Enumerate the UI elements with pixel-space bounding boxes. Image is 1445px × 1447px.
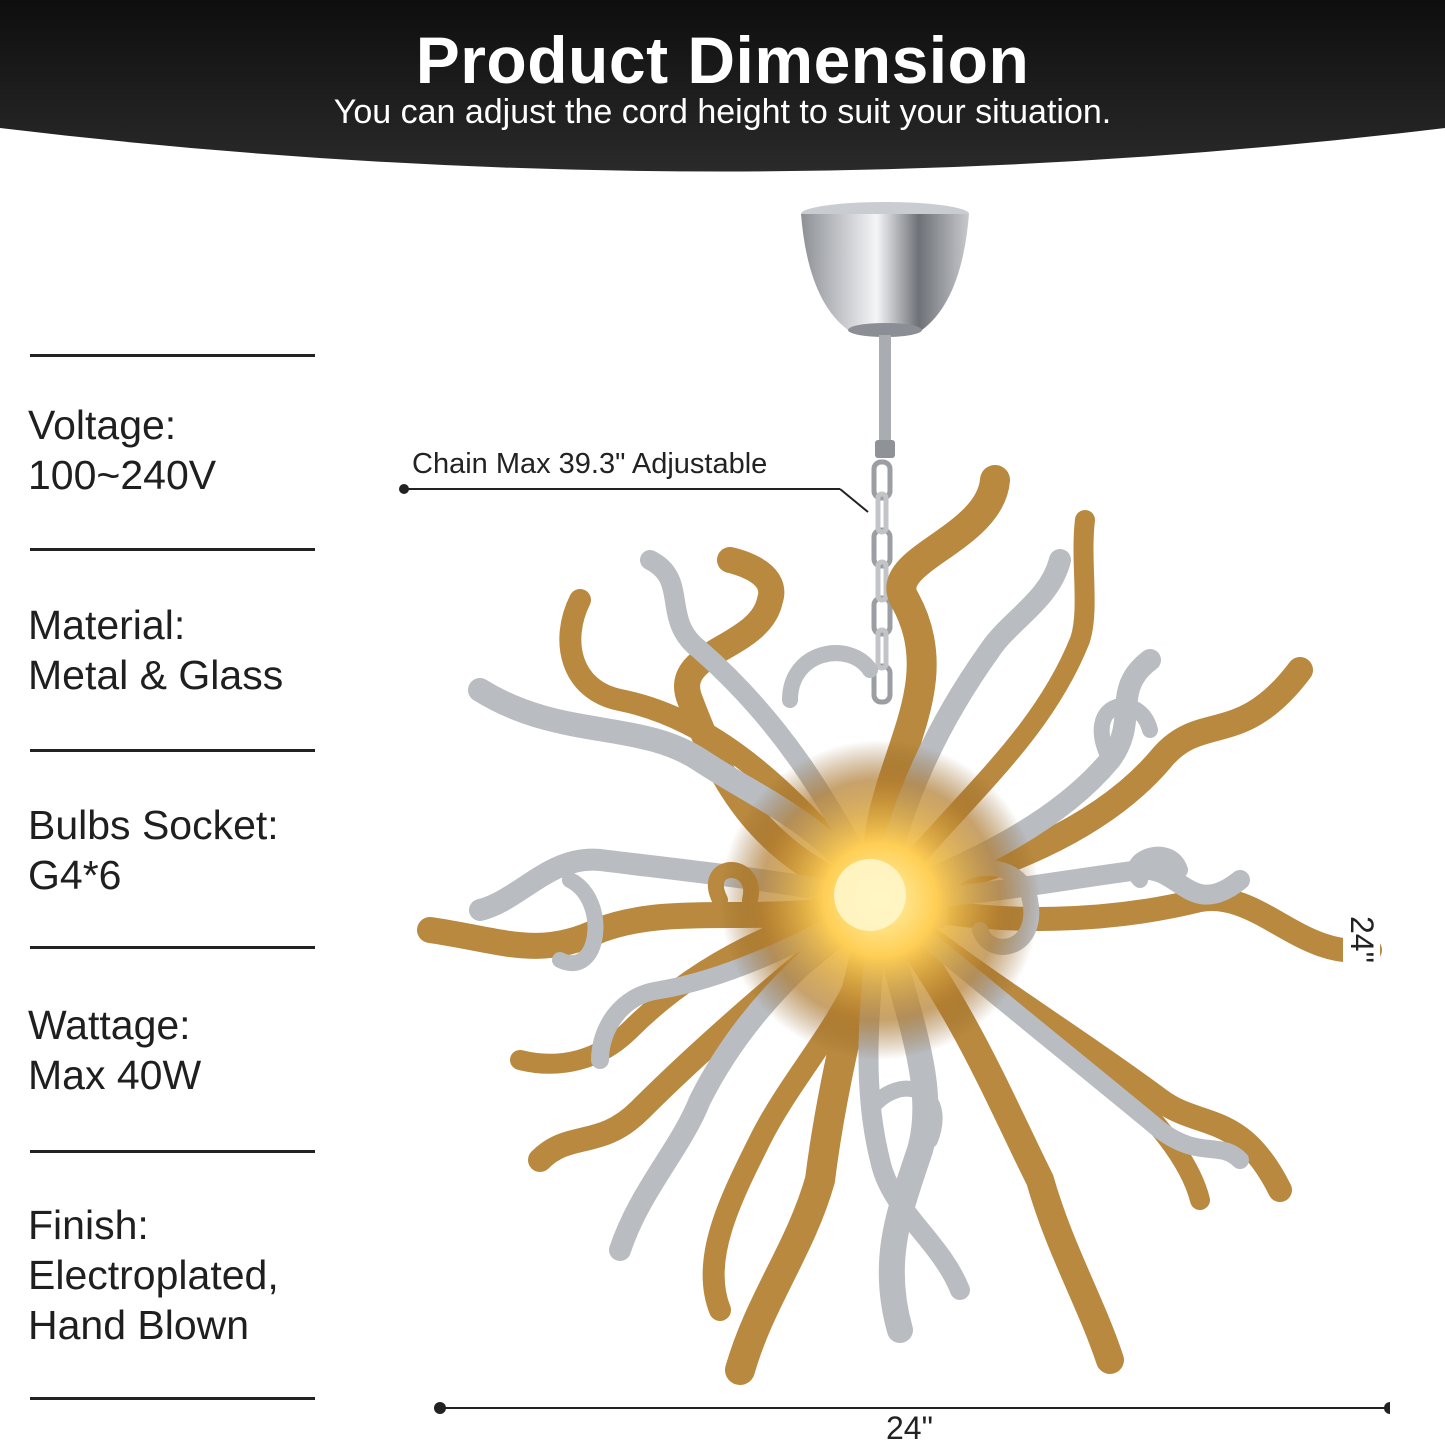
page-title: Product Dimension — [415, 23, 1030, 97]
spec-value: Metal & Glass — [28, 652, 284, 698]
spec-value: Max 40W — [28, 1052, 202, 1098]
spec-value-2: Hand Blown — [28, 1302, 250, 1348]
spec-label: Material: — [28, 602, 186, 648]
banner-background — [0, 0, 1445, 172]
spec-value: G4*6 — [28, 852, 122, 898]
spec-label: Wattage: — [28, 1002, 191, 1048]
page-subtitle: You can adjust the cord height to suit y… — [333, 93, 1112, 131]
spec-divider — [30, 946, 315, 949]
spec-bulbs-socket: Bulbs Socket: G4*6 — [28, 800, 328, 900]
header-banner: Product Dimension You can adjust the cor… — [0, 0, 1445, 190]
spec-value: Electroplated, — [28, 1252, 279, 1298]
spec-material: Material: Metal & Glass — [28, 600, 328, 700]
spec-divider — [30, 354, 315, 357]
bulb-icon — [834, 859, 906, 931]
spec-label: Finish: — [28, 1202, 149, 1248]
ceiling-canopy — [801, 202, 969, 337]
spec-divider — [30, 1397, 315, 1400]
spec-voltage: Voltage: 100~240V — [28, 400, 328, 500]
spec-value: 100~240V — [28, 452, 217, 498]
height-label: 24" — [1343, 910, 1380, 969]
chain-length-label: Chain Max 39.3" Adjustable — [410, 448, 770, 481]
width-dimension-line — [434, 1402, 1390, 1414]
chandelier-image — [399, 202, 1390, 1414]
width-label: 24" — [880, 1410, 939, 1447]
spec-wattage: Wattage: Max 40W — [28, 1000, 328, 1100]
spec-divider — [30, 548, 315, 551]
spec-label: Voltage: — [28, 402, 177, 448]
hanging-chain — [871, 335, 895, 705]
spec-divider — [30, 1150, 315, 1153]
spec-finish: Finish: Electroplated, Hand Blown — [28, 1200, 328, 1350]
spec-label: Bulbs Socket: — [28, 802, 279, 848]
chain-leader-line — [399, 484, 869, 513]
spec-divider — [30, 749, 315, 752]
